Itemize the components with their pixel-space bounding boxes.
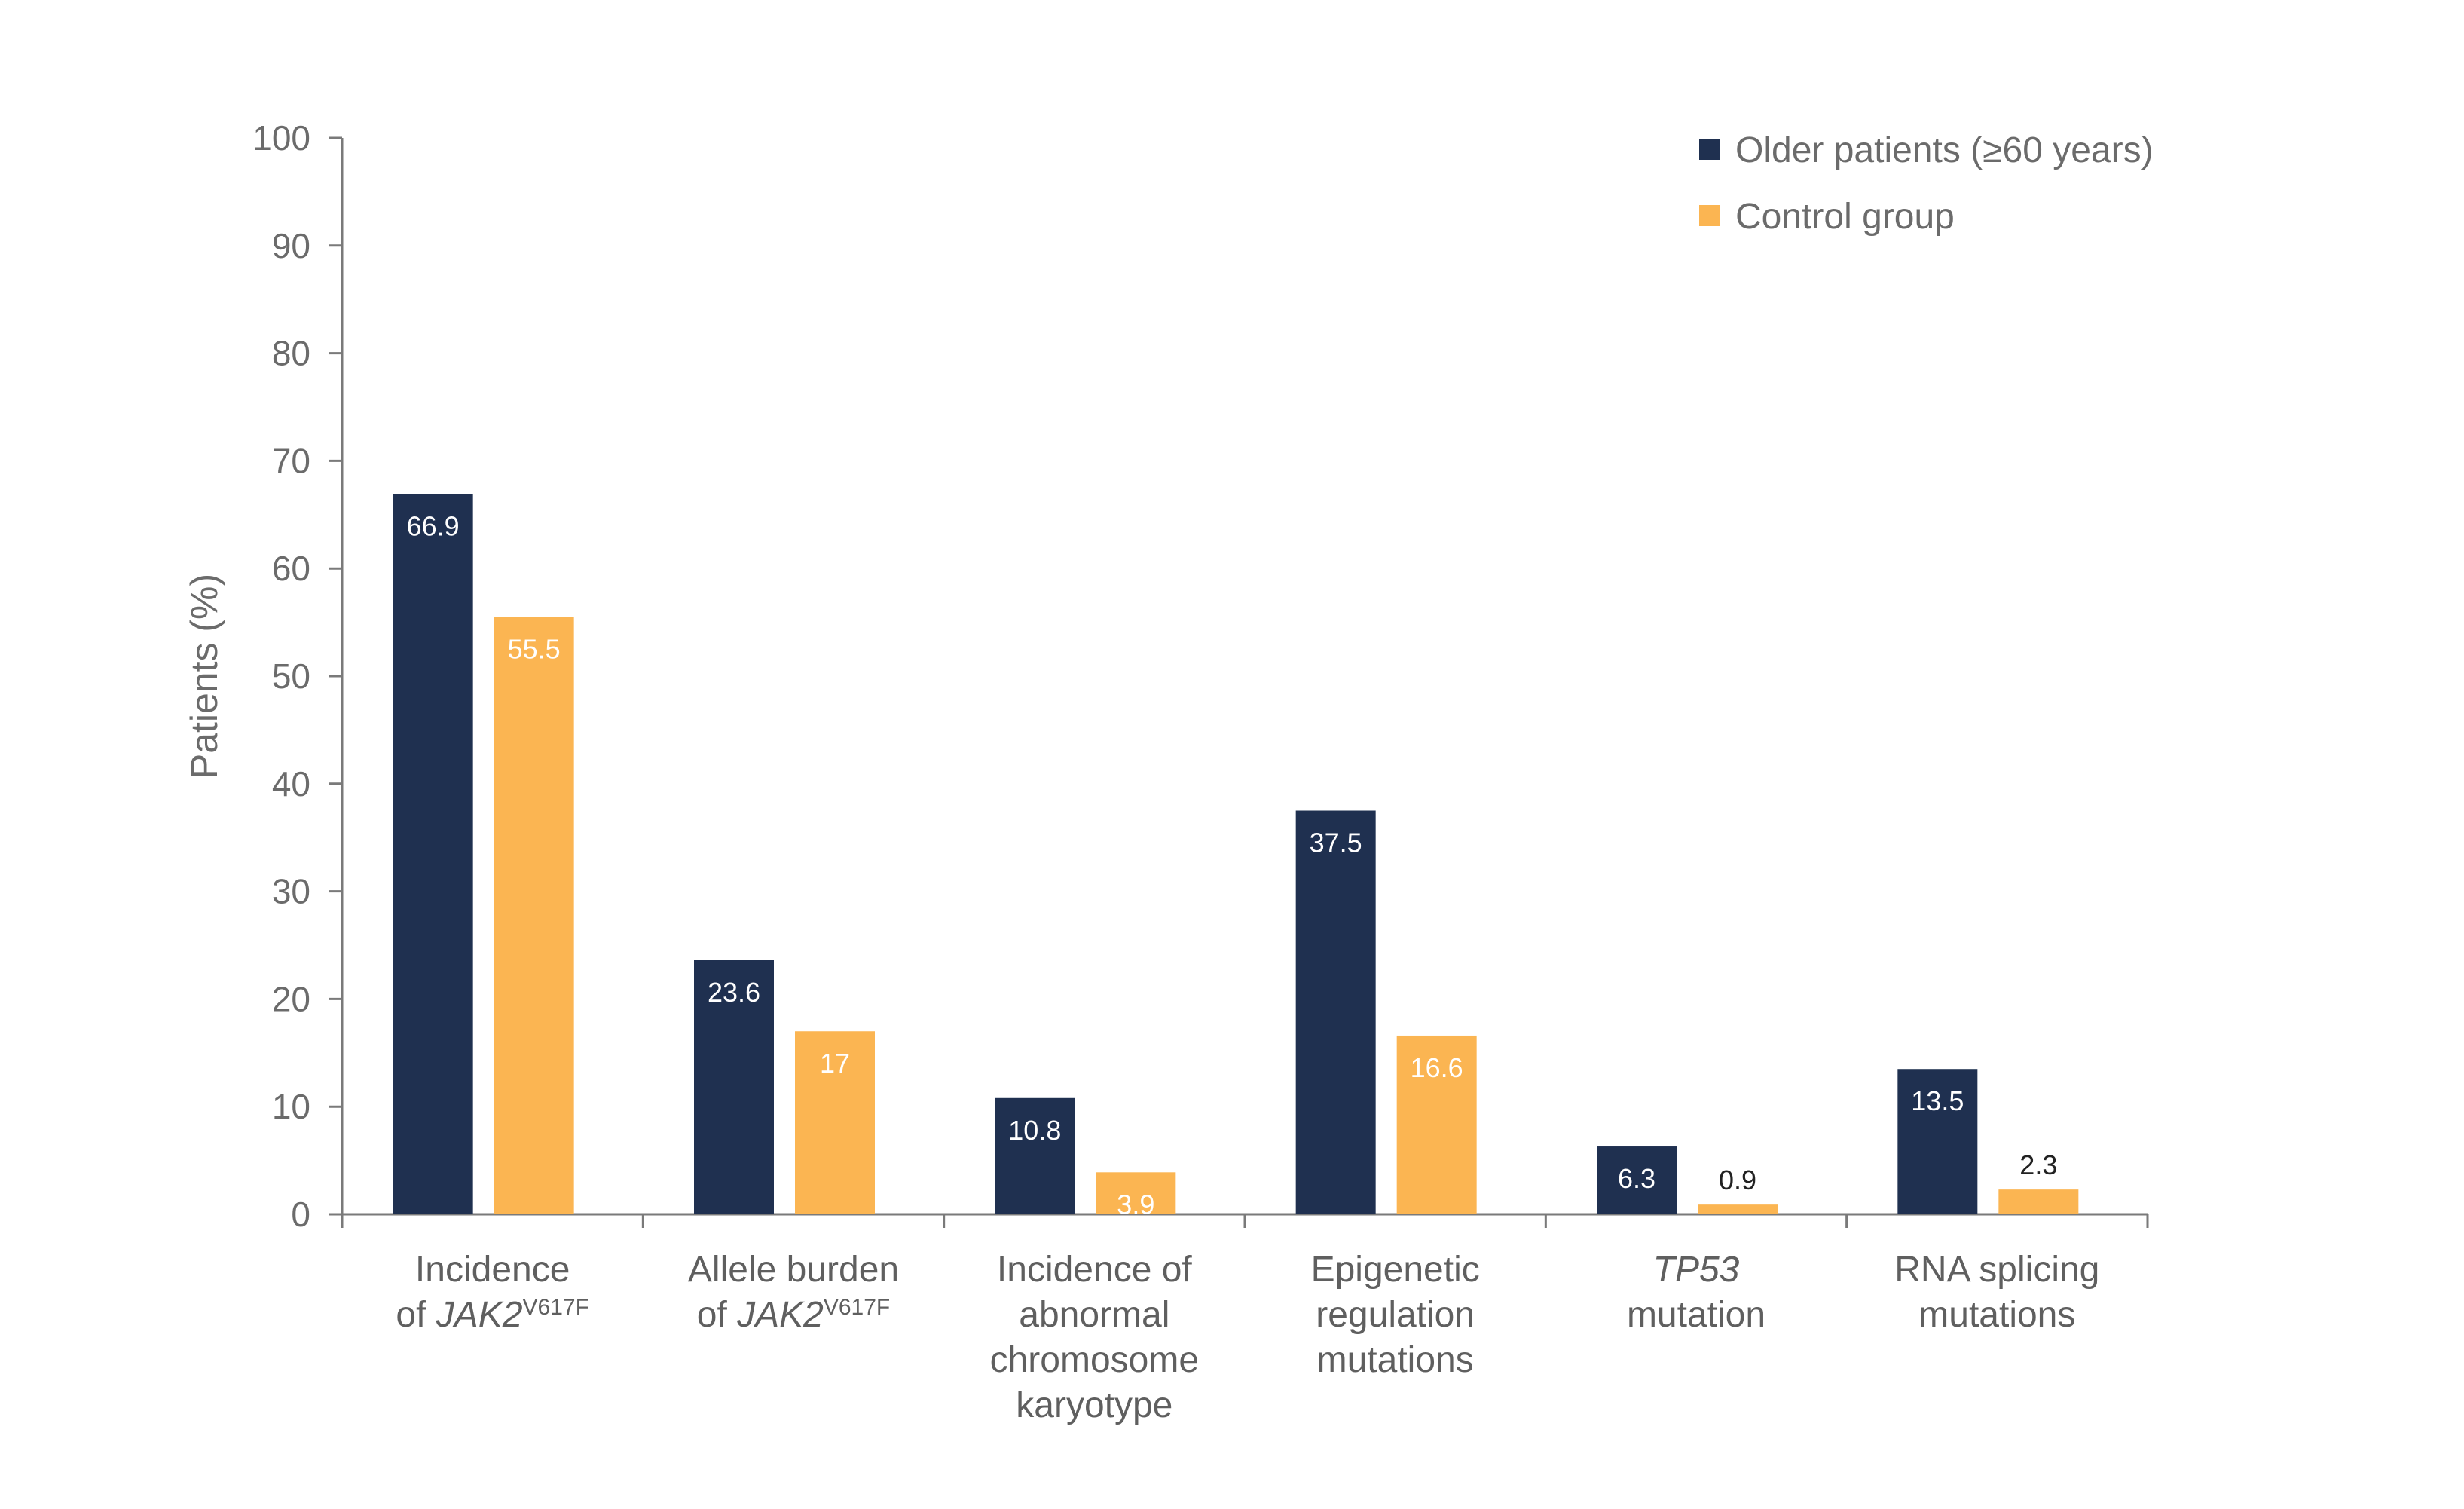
y-tick-label: 40 [272,764,310,803]
bar-control-group [1698,1204,1778,1214]
data-label: 37.5 [1310,828,1362,859]
data-label: 3.9 [1117,1189,1154,1220]
bar-control-group [1096,1172,1176,1214]
data-label: 2.3 [2019,1149,2057,1180]
legend: Older patients (≥60 years) Control group [1699,130,2154,237]
data-label: 17 [820,1048,850,1079]
bar-older-patients [694,960,774,1214]
data-label: 0.9 [1719,1165,1756,1195]
y-tick-label: 30 [272,872,310,911]
category-label: TP53 mutation [1627,1250,1765,1335]
bar-older-patients [1597,1146,1677,1214]
y-axis-title: Patients (%) [183,574,225,779]
bar-control-group [795,1031,875,1214]
category-label: Incidence of abnormal chromosome karyotype [990,1250,1199,1425]
y-tick-label: 10 [272,1087,310,1126]
y-axis: 0 10 20 30 40 50 60 70 80 90 100 [252,118,344,1234]
data-label: 55.5 [508,633,561,664]
x-axis [341,1213,2149,1228]
data-label: 23.6 [708,977,760,1008]
y-tick-label: 70 [272,441,310,480]
y-tick-label: 100 [252,118,310,158]
bar-older-patients [995,1097,1075,1214]
legend-swatch-control-group [1699,205,1720,226]
category-label: Allele burden of JAK2V617F [688,1250,899,1335]
category-label: Epigenetic regulation mutations [1311,1250,1480,1380]
bar-control-group [494,617,574,1214]
y-tick-label: 60 [272,549,310,588]
data-label: 16.6 [1411,1052,1463,1083]
data-label: 66.9 [407,511,460,542]
data-label: 10.8 [1008,1115,1061,1146]
y-tick-label: 0 [291,1195,310,1234]
bar-older-patients [1897,1069,1978,1214]
category-labels: Incidence of JAK2V617F Allele burden of JAK… [396,1250,2099,1425]
y-tick-label: 50 [272,657,310,696]
bar-older-patients [393,494,473,1214]
data-label: 6.3 [1618,1163,1655,1194]
bar-older-patients [1295,810,1376,1214]
legend-label: Older patients (≥60 years) [1735,130,2154,170]
bar-control-group [1998,1189,2079,1214]
legend-label: Control group [1735,197,1955,237]
y-tick-label: 20 [272,979,310,1018]
data-label: 13.5 [1911,1085,1964,1116]
bars [393,494,2079,1214]
bar-control-group [1396,1035,1477,1214]
y-tick-label: 80 [272,334,310,373]
data-labels: 66.9 55.5 23.6 17 10.8 3.9 37.5 16.6 6.3 0.9 13.5 2… [407,511,2058,1220]
category-label: RNA splicing mutations [1894,1250,2099,1335]
legend-swatch-older-patients [1699,139,1720,160]
category-label: Incidence of JAK2V617F [396,1250,589,1335]
y-tick-label: 90 [272,226,310,265]
